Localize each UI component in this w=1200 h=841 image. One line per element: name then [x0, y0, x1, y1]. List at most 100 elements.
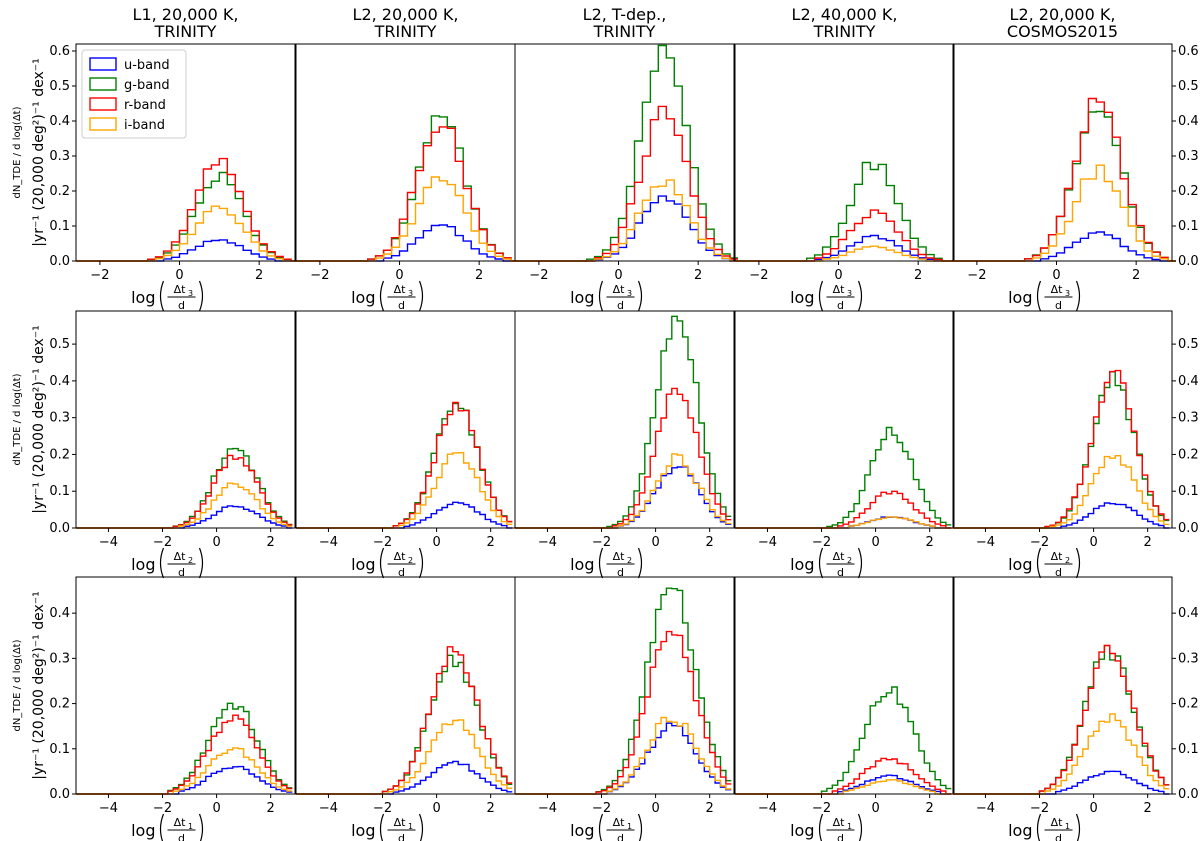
x-tick-label: −2 [1030, 801, 1049, 816]
i-band-histogram [515, 716, 732, 795]
x-label-subscript: 3 [188, 289, 193, 298]
y-tick-label: 0.0 [49, 521, 70, 536]
panel-frame [734, 576, 955, 795]
column-title-line1: L2, 20,000 K, [353, 5, 459, 24]
y-tick-label: 0.0 [49, 787, 70, 802]
x-label-subscript: 1 [408, 822, 413, 831]
x-label-right-paren [1075, 280, 1081, 312]
y-tick-label: 0.2 [1178, 697, 1199, 712]
x-label-denominator: d [837, 299, 844, 312]
x-label-left-paren [159, 280, 165, 312]
legend-label-u: u-band [124, 58, 170, 73]
x-tick-label: 2 [1144, 535, 1152, 550]
x-tick-label: 2 [267, 535, 275, 550]
x-label-denominator: d [398, 832, 405, 841]
x-label-left-paren [598, 547, 604, 579]
y-axis-label-bottom: |yr⁻¹ (20,000 deg²)⁻¹ dex⁻¹ [31, 591, 47, 780]
panel-r3-c1: −4 −2 0 2 log Δt 1d 0.0 0.1 0.2 0.3 0.4 [49, 576, 296, 841]
x-label-subscript: 2 [408, 556, 413, 565]
r-band-histogram [515, 630, 732, 795]
x-tick-label: 2 [926, 801, 934, 816]
column-title-line1: L1, 20,000 K, [133, 5, 239, 24]
x-label-right-paren [198, 280, 204, 312]
x-tick-label: −2 [373, 535, 392, 550]
legend-label-g: g-band [124, 78, 170, 93]
y-tick-label: 0.3 [1178, 411, 1199, 426]
x-tick-label: 2 [706, 535, 714, 550]
panel-frame [952, 43, 1173, 262]
legend-box [81, 49, 187, 139]
panel-r3-c3: −4 −2 0 2 log Δt 1d [514, 576, 735, 841]
y-axis-label-top: dN_TDE / d log(Δt) [12, 106, 23, 198]
x-tick-label: 2 [475, 268, 483, 283]
y-tick-label: 0.1 [49, 484, 70, 499]
y-tick-label: 0.4 [49, 114, 70, 129]
x-tick-label: −4 [319, 801, 338, 816]
y-tick-label: 0.1 [1178, 742, 1199, 757]
x-label-log: log [131, 555, 155, 574]
panel-frame [295, 576, 516, 795]
y-tick-label: 0.4 [49, 374, 70, 389]
i-band-histogram [296, 719, 513, 795]
x-label-log: log [131, 288, 155, 307]
panel-frame [75, 310, 296, 529]
x-label-denominator: d [617, 566, 624, 579]
panel-r1-c1: −2 0 2 log Δt 3d 0.0 0.1 0.2 0.3 0.4 0.5 0.6 u-band g-… [49, 43, 299, 312]
x-tick-label: 0 [1052, 268, 1060, 283]
legend-swatch-i [89, 117, 117, 131]
g-band-histogram [515, 44, 738, 262]
panel-r1-c5: −2 0 2 log Δt 3d 0.0 0.1 0.2 0.3 0.4 0.5 0.6 [952, 43, 1199, 312]
x-tick-label: 0 [432, 535, 440, 550]
column-title-line2: TRINITY [374, 22, 437, 41]
x-label-denominator: d [1055, 566, 1062, 579]
x-tick-label: 2 [694, 268, 702, 283]
y-tick-label: 0.3 [49, 411, 70, 426]
x-tick-label: 0 [395, 268, 403, 283]
y-axis-label-top: dN_TDE / d log(Δt) [12, 373, 23, 465]
x-tick-label: −4 [758, 801, 777, 816]
x-label-denominator: d [1055, 832, 1062, 841]
x-tick-label: −2 [592, 535, 611, 550]
panel-r3-c2: −4 −2 0 2 log Δt 1d [295, 576, 516, 841]
g-band-histogram [515, 315, 732, 529]
x-label-numerator: Δt [833, 283, 846, 296]
x-label-numerator: Δt [394, 816, 407, 829]
legend: u-band g-band r-band i-band [81, 49, 187, 139]
column-title-line2: COSMOS2015 [1007, 22, 1118, 41]
y-tick-label: 0.4 [1178, 114, 1199, 129]
x-tick-label: 0 [871, 801, 879, 816]
panel-r3-c4: −4 −2 0 2 log Δt 1d [734, 576, 955, 841]
panel-frame [75, 576, 296, 795]
column-title-line1: L2, 40,000 K, [792, 5, 898, 24]
legend-swatch-u [89, 57, 117, 71]
x-label-right-paren [1075, 547, 1081, 579]
r-band-histogram [296, 646, 513, 795]
x-tick-label: 2 [914, 268, 922, 283]
y-tick-label: 0.3 [49, 149, 70, 164]
column-title-line1: L2, T-dep., [583, 5, 667, 24]
x-label-log: log [131, 821, 155, 840]
x-tick-label: 0 [614, 268, 622, 283]
x-tick-label: −4 [758, 535, 777, 550]
panel-r3-c5: −4 −2 0 2 log Δt 1d 0.0 0.1 0.2 0.3 0.4 [952, 576, 1199, 841]
panel-frame [734, 43, 955, 262]
x-label-left-paren [1036, 280, 1042, 312]
x-label-left-paren [159, 813, 165, 841]
x-tick-label: 2 [926, 535, 934, 550]
x-tick-label: −2 [812, 535, 831, 550]
x-tick-label: 2 [487, 535, 495, 550]
y-tick-label: 0.0 [1178, 521, 1199, 536]
y-tick-label: 0.2 [1178, 447, 1199, 462]
x-label-log: log [1008, 288, 1032, 307]
x-label-left-paren [379, 280, 385, 312]
panel-frame [295, 310, 516, 529]
y-tick-label: 0.1 [1178, 219, 1199, 234]
x-label-numerator: Δt [174, 550, 187, 563]
x-label-subscript: 2 [627, 556, 632, 565]
y-tick-label: 0.6 [49, 44, 70, 59]
x-label-left-paren [598, 813, 604, 841]
x-tick-label: 2 [706, 801, 714, 816]
x-label-numerator: Δt [394, 283, 407, 296]
legend-swatch-g [89, 77, 117, 91]
